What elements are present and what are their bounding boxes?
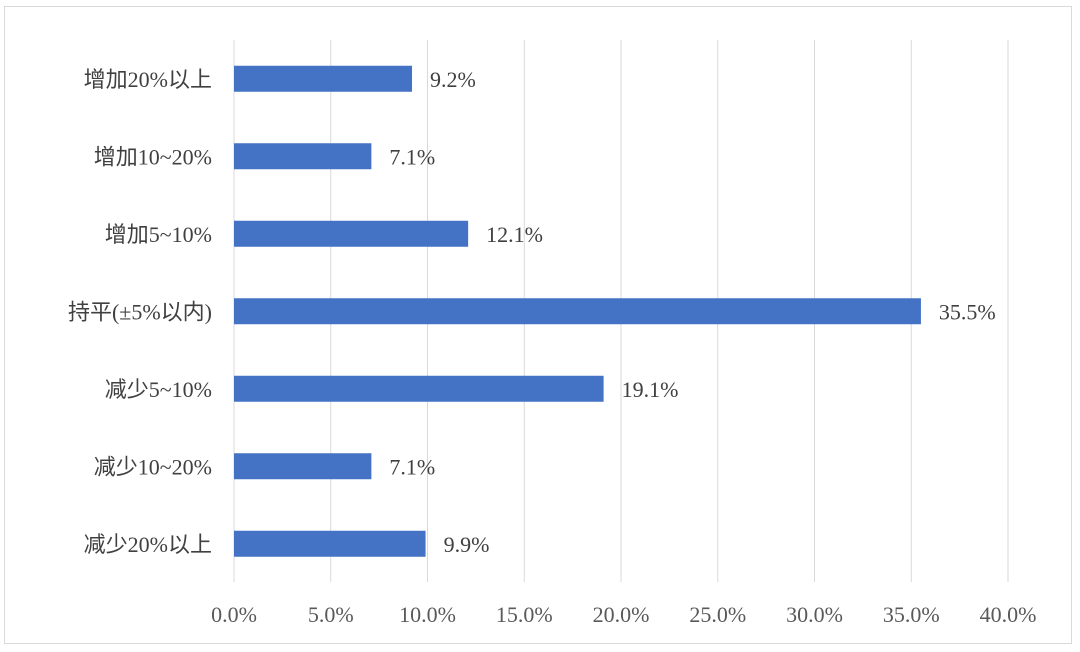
bar	[234, 530, 426, 557]
data-label: 9.2%	[430, 67, 476, 92]
x-tick-label: 30.0%	[786, 602, 843, 627]
data-label: 7.1%	[389, 454, 435, 479]
category-label: 增加5~10%	[105, 222, 212, 247]
x-tick-label: 5.0%	[308, 602, 354, 627]
category-label: 减少5~10%	[105, 377, 212, 402]
bar	[234, 220, 469, 247]
bars	[234, 65, 921, 557]
bar	[234, 143, 372, 170]
x-axis-tick-labels: 0.0% 5.0% 10.0% 15.0% 20.0% 25.0% 30.0% 35.0% 40…	[211, 602, 1036, 627]
data-label: 12.1%	[486, 222, 543, 247]
x-tick-label: 15.0%	[496, 602, 553, 627]
bar	[234, 453, 372, 480]
bar	[234, 65, 413, 92]
category-label: 减少10~20%	[94, 454, 212, 479]
x-tick-label: 10.0%	[399, 602, 456, 627]
x-tick-label: 25.0%	[689, 602, 746, 627]
data-label: 7.1%	[389, 144, 435, 169]
x-tick-label: 20.0%	[593, 602, 650, 627]
data-label: 9.9%	[444, 532, 490, 557]
data-label: 19.1%	[622, 377, 679, 402]
category-label: 增加10~20%	[94, 144, 212, 169]
x-tick-label: 35.0%	[883, 602, 940, 627]
category-label: 减少20%以上	[84, 532, 212, 557]
category-label: 持平(±5%以内)	[68, 299, 212, 324]
category-label: 增加20%以上	[84, 67, 212, 92]
data-labels: 9.2% 7.1% 12.1% 35.5% 19.1% 7.1% 9.9%	[389, 67, 995, 557]
bar	[234, 375, 604, 402]
chart-frame	[4, 6, 1072, 644]
bar	[234, 298, 921, 325]
data-label: 35.5%	[939, 299, 996, 324]
x-tick-label: 40.0%	[980, 602, 1037, 627]
x-tick-label: 0.0%	[211, 602, 257, 627]
